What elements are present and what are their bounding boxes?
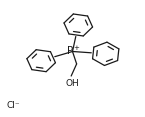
Text: P: P bbox=[67, 46, 74, 56]
Text: OH: OH bbox=[65, 79, 79, 88]
Text: Cl⁻: Cl⁻ bbox=[6, 101, 20, 110]
Text: +: + bbox=[73, 45, 79, 51]
